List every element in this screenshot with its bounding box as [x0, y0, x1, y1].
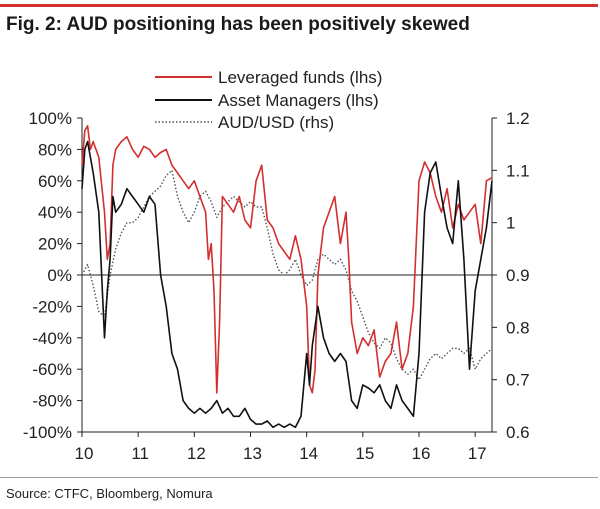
top-rule — [0, 4, 598, 7]
series-line-asset-managers — [81, 140, 493, 429]
legend: Leveraged funds (lhs) Asset Managers (lh… — [155, 68, 382, 132]
x-tick-label: 12 — [187, 444, 206, 463]
x-axis-ticks: 10 11 12 13 14 15 16 17 — [75, 432, 487, 463]
left-tick-label: 40% — [38, 203, 72, 222]
x-tick-label: 17 — [468, 444, 487, 463]
left-tick-label: -40% — [32, 329, 72, 348]
legend-label-asset: Asset Managers (lhs) — [218, 91, 379, 110]
legend-label-audusd: AUD/USD (rhs) — [218, 113, 334, 132]
right-tick-label: 0.6 — [506, 423, 530, 442]
series-layer — [81, 125, 493, 429]
left-tick-label: -60% — [32, 360, 72, 379]
chart: Leveraged funds (lhs) Asset Managers (lh… — [23, 68, 530, 463]
left-tick-label: 20% — [38, 235, 72, 254]
series-line-leveraged-funds — [81, 125, 493, 394]
left-tick-label: 0% — [47, 266, 72, 285]
right-tick-label: 1.2 — [506, 109, 530, 128]
right-axis-ticks: 1.2 1.1 1 0.9 0.8 0.7 0.6 — [492, 109, 530, 442]
source-note: Source: CTFC, Bloomberg, Nomura — [6, 486, 213, 501]
left-tick-label: -100% — [23, 423, 72, 442]
bottom-rule — [0, 477, 598, 478]
right-tick-label: 1.1 — [506, 161, 530, 180]
legend-label-leveraged: Leveraged funds (lhs) — [218, 68, 382, 87]
x-tick-label: 10 — [75, 444, 94, 463]
left-tick-label: 80% — [38, 140, 72, 159]
right-tick-label: 0.9 — [506, 266, 530, 285]
x-tick-label: 13 — [243, 444, 262, 463]
series-line-audusd — [81, 169, 493, 381]
right-tick-label: 0.7 — [506, 371, 530, 390]
x-tick-label: 11 — [131, 444, 149, 463]
left-tick-label: 60% — [38, 172, 72, 191]
left-tick-label: -20% — [32, 297, 72, 316]
right-tick-label: 0.8 — [506, 318, 530, 337]
x-tick-label: 14 — [299, 444, 318, 463]
x-tick-label: 15 — [355, 444, 374, 463]
figure-title: Fig. 2: AUD positioning has been positiv… — [6, 14, 470, 35]
left-tick-label: -80% — [32, 392, 72, 411]
left-axis-ticks: 100% 80% 60% 40% 20% 0% -20% -40% -60% -80% -100% — [23, 109, 82, 442]
x-tick-label: 16 — [412, 444, 431, 463]
left-tick-label: 100% — [29, 109, 72, 128]
right-tick-label: 1 — [506, 214, 515, 233]
